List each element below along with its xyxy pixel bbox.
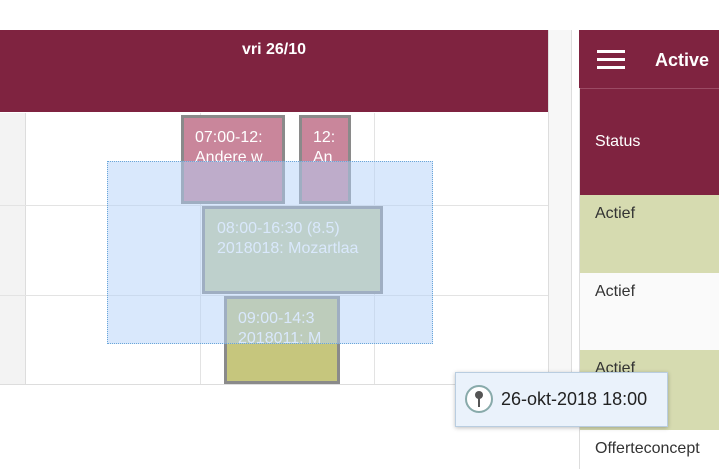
- menu-icon[interactable]: [597, 50, 625, 70]
- selection-box: [107, 161, 433, 344]
- column-header[interactable]: Status: [579, 88, 719, 196]
- tooltip: 26-okt-2018 18:00: [455, 372, 668, 427]
- scroll-gutter: [548, 30, 572, 384]
- tooltip-text: 26-okt-2018 18:00: [501, 389, 648, 409]
- panel-border: [579, 88, 580, 469]
- status-cell[interactable]: Actief: [580, 273, 719, 350]
- event-time: 12:: [313, 129, 336, 146]
- day-label: vri 26/10: [241, 41, 307, 58]
- event-time: 07:00-12:: [195, 129, 263, 146]
- panel-title: Active: [655, 50, 710, 70]
- pin-icon: [465, 385, 493, 413]
- status-cell[interactable]: Offerteconcept: [580, 430, 719, 469]
- time-column: [0, 113, 26, 384]
- status-cell[interactable]: Actief: [580, 195, 719, 273]
- panel-header: Active: [579, 30, 719, 88]
- day-header: vri 26/10: [0, 30, 548, 112]
- column-title: Status: [595, 133, 641, 150]
